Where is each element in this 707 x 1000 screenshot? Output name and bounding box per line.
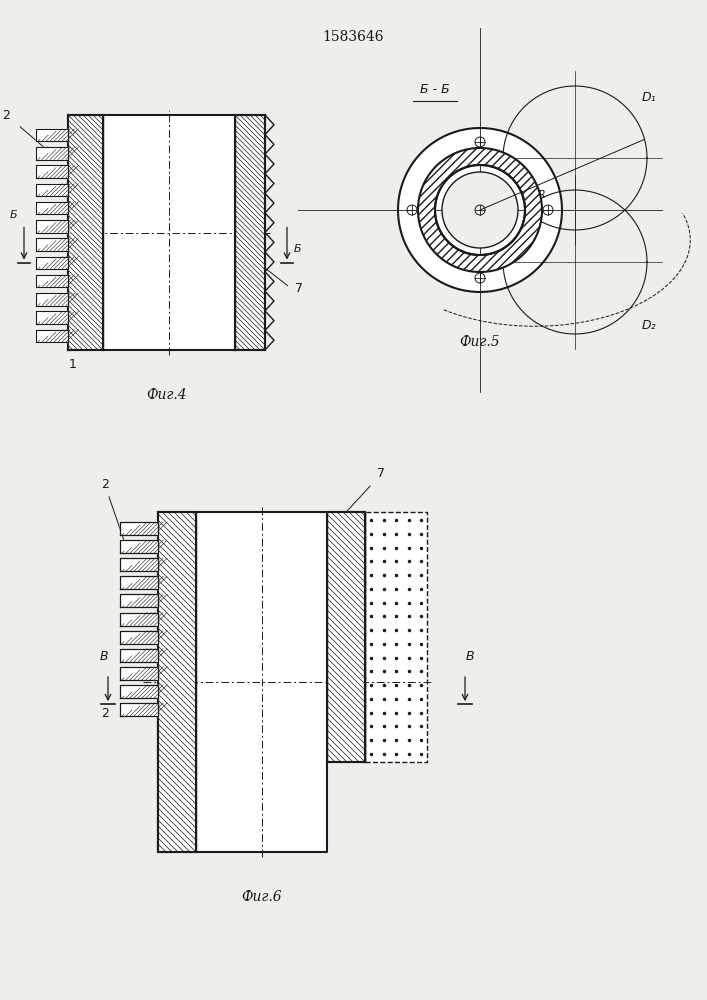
- Polygon shape: [68, 115, 103, 350]
- Text: Б: Б: [293, 244, 300, 254]
- Text: Фиг.6: Фиг.6: [241, 890, 282, 904]
- Polygon shape: [196, 762, 327, 852]
- Polygon shape: [365, 512, 427, 762]
- Polygon shape: [120, 703, 158, 716]
- Polygon shape: [36, 330, 68, 342]
- Text: 2: 2: [2, 109, 10, 122]
- Polygon shape: [235, 115, 265, 350]
- Polygon shape: [36, 293, 68, 306]
- Text: Фиг.5: Фиг.5: [460, 335, 501, 349]
- Polygon shape: [120, 594, 158, 607]
- Text: Б: Б: [10, 211, 18, 221]
- Polygon shape: [36, 257, 68, 269]
- Polygon shape: [418, 148, 542, 272]
- Polygon shape: [36, 275, 68, 287]
- Polygon shape: [120, 540, 158, 553]
- Text: В: В: [466, 650, 474, 663]
- Text: Фиг.4: Фиг.4: [146, 388, 187, 402]
- Polygon shape: [36, 311, 68, 324]
- Polygon shape: [36, 184, 68, 196]
- Polygon shape: [120, 685, 158, 698]
- Polygon shape: [158, 512, 365, 852]
- Text: 2: 2: [101, 478, 109, 491]
- Polygon shape: [120, 558, 158, 571]
- Polygon shape: [158, 512, 196, 852]
- Text: 7: 7: [295, 282, 303, 296]
- Polygon shape: [36, 129, 68, 141]
- Polygon shape: [103, 115, 235, 350]
- Polygon shape: [36, 202, 68, 214]
- Text: 2: 2: [101, 707, 109, 720]
- Polygon shape: [36, 165, 68, 178]
- Polygon shape: [36, 238, 68, 251]
- Text: 1: 1: [69, 358, 77, 371]
- Text: D₁: D₁: [642, 91, 657, 104]
- Text: 7: 7: [455, 212, 463, 225]
- Text: В: В: [100, 650, 108, 663]
- Polygon shape: [327, 512, 365, 762]
- Polygon shape: [36, 147, 68, 159]
- Polygon shape: [120, 576, 158, 589]
- Text: 1583646: 1583646: [322, 30, 384, 44]
- Text: R: R: [538, 190, 546, 200]
- Text: D₂: D₂: [642, 319, 657, 332]
- Polygon shape: [36, 220, 68, 232]
- Text: 7: 7: [377, 467, 385, 480]
- Text: Б - Б: Б - Б: [420, 83, 450, 96]
- Polygon shape: [196, 512, 327, 762]
- Polygon shape: [398, 128, 562, 292]
- Polygon shape: [120, 613, 158, 626]
- Polygon shape: [120, 649, 158, 662]
- Polygon shape: [120, 522, 158, 535]
- PathPatch shape: [418, 148, 542, 272]
- Polygon shape: [442, 172, 518, 248]
- Polygon shape: [120, 667, 158, 680]
- Polygon shape: [120, 631, 158, 644]
